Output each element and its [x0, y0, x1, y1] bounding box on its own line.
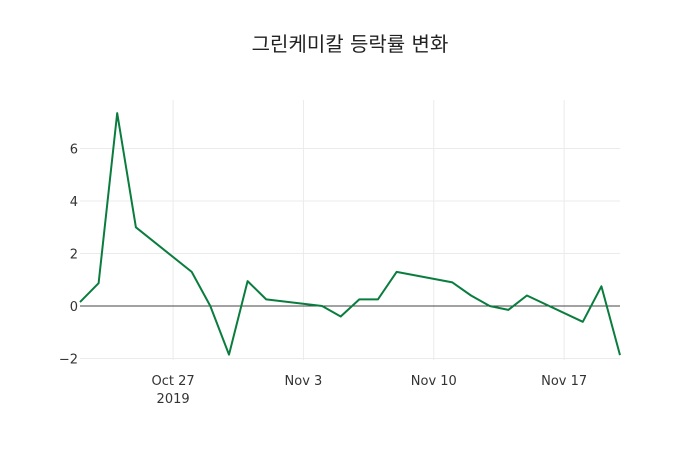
chart-title: 그린케미칼 등락률 변화	[251, 32, 449, 56]
x-tick-label: Nov 3	[285, 374, 323, 389]
y-tick-label: −2	[59, 353, 78, 368]
y-tick-label: 0	[70, 300, 78, 315]
series-line	[79, 112, 621, 356]
x-tick-label: Oct 27	[152, 374, 195, 389]
y-tick-label: 6	[70, 143, 78, 158]
y-tick-label: 4	[70, 195, 78, 210]
x-tick-year: 2019	[157, 392, 190, 407]
y-tick-label: 2	[70, 248, 78, 263]
x-tick-label: Nov 17	[541, 374, 587, 389]
x-tick-label: Nov 10	[411, 374, 457, 389]
